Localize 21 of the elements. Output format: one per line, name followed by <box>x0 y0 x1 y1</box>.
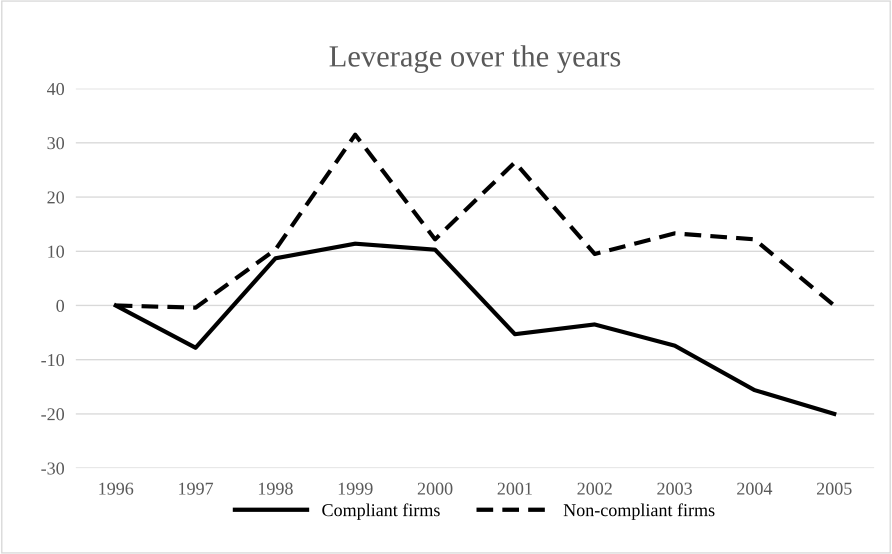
x-tick-label: 1998 <box>258 482 293 495</box>
x-tick-label: 1996 <box>99 482 134 495</box>
x-tick-label: 2002 <box>577 482 612 495</box>
y-tick-label: 40 <box>47 82 64 96</box>
legend-label: Compliant firms <box>322 503 440 520</box>
x-tick-label: 2005 <box>816 482 852 495</box>
x-tick-label: 2001 <box>498 482 532 495</box>
x-tick-label: 1999 <box>338 482 373 495</box>
x-tick-label: 2004 <box>737 482 772 495</box>
chart-title: Leverage over the years <box>330 45 620 74</box>
y-tick-label: -30 <box>41 462 64 475</box>
x-tick-label: 1997 <box>179 482 214 495</box>
y-tick-label: 10 <box>48 246 64 258</box>
legend-label: Non-compliant firms <box>564 503 714 520</box>
y-tick-label: 30 <box>48 137 64 150</box>
y-tick-label: -10 <box>41 354 64 366</box>
y-tick-label: -20 <box>41 408 64 420</box>
x-tick-label: 2000 <box>418 482 452 495</box>
y-tick-label: 0 <box>56 300 64 312</box>
y-tick-label: 20 <box>47 191 64 204</box>
x-tick-label: 2003 <box>657 482 692 495</box>
